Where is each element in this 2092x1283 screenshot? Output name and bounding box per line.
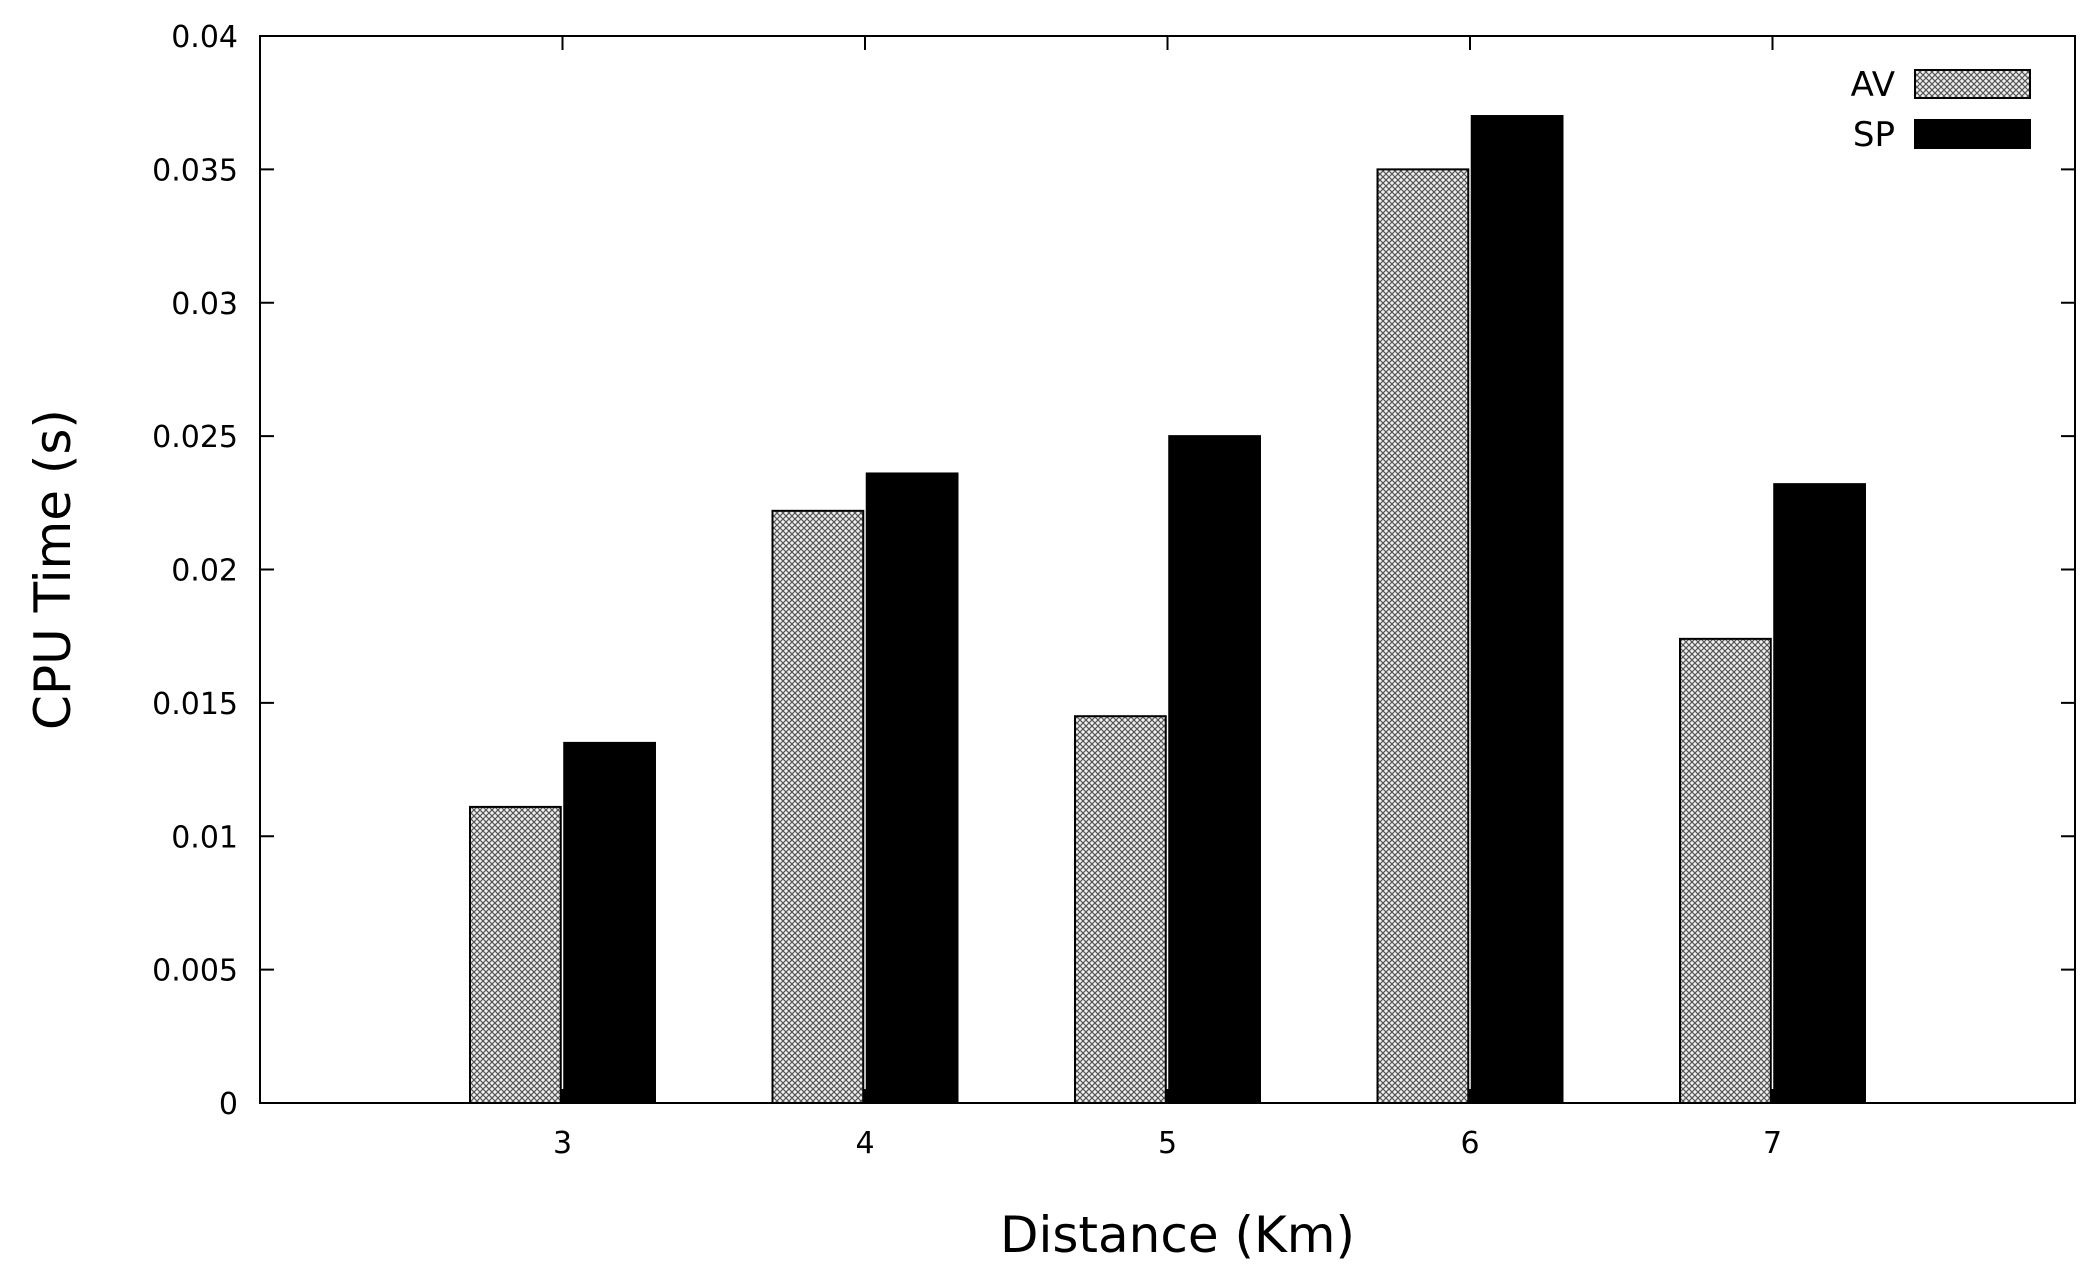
y-axis-title: CPU Time (s)	[24, 409, 82, 730]
y-tick-label: 0.015	[152, 687, 238, 722]
y-tick-label: 0.01	[171, 820, 238, 855]
legend-swatch-av	[1914, 69, 2031, 99]
bar-av	[1679, 637, 1772, 1104]
legend-swatch-sp	[1914, 119, 2031, 149]
x-tick-label: 4	[855, 1126, 874, 1161]
y-tick-label: 0.03	[171, 287, 238, 322]
x-tick-label: 7	[1763, 1126, 1782, 1161]
y-tick-label: 0.005	[152, 954, 238, 989]
bars	[469, 115, 1866, 1105]
y-tick-label: 0.035	[152, 153, 238, 188]
y-tick-label: 0.025	[152, 420, 238, 455]
bar-sp	[563, 741, 656, 1104]
bar-sp	[1470, 115, 1564, 1104]
bar-av	[1376, 168, 1470, 1104]
y-tick-label: 0	[219, 1087, 238, 1122]
bar-sp	[1168, 435, 1261, 1104]
legend-label-av: AV	[1851, 65, 1895, 105]
y-tick-label: 0.04	[171, 20, 238, 55]
legend-label-sp: SP	[1853, 115, 1895, 155]
bar-av	[469, 805, 562, 1104]
y-tick-label: 0.02	[171, 554, 238, 589]
x-tick-label: 5	[1158, 1126, 1177, 1161]
bar-sp	[1773, 483, 1866, 1104]
legend: AV SP	[1851, 65, 2031, 155]
x-tick-label: 3	[553, 1126, 572, 1161]
bar-sp	[865, 472, 959, 1105]
axes: 0 0.005 0.01 0.015 0.02 0.025 0.03 0.035 0.04 3 4 5…	[152, 20, 2076, 1161]
bar-av	[1074, 715, 1167, 1105]
x-axis-title: Distance (Km)	[1000, 1206, 1355, 1264]
bar-av	[771, 509, 865, 1104]
x-tick-label: 6	[1460, 1126, 1479, 1161]
